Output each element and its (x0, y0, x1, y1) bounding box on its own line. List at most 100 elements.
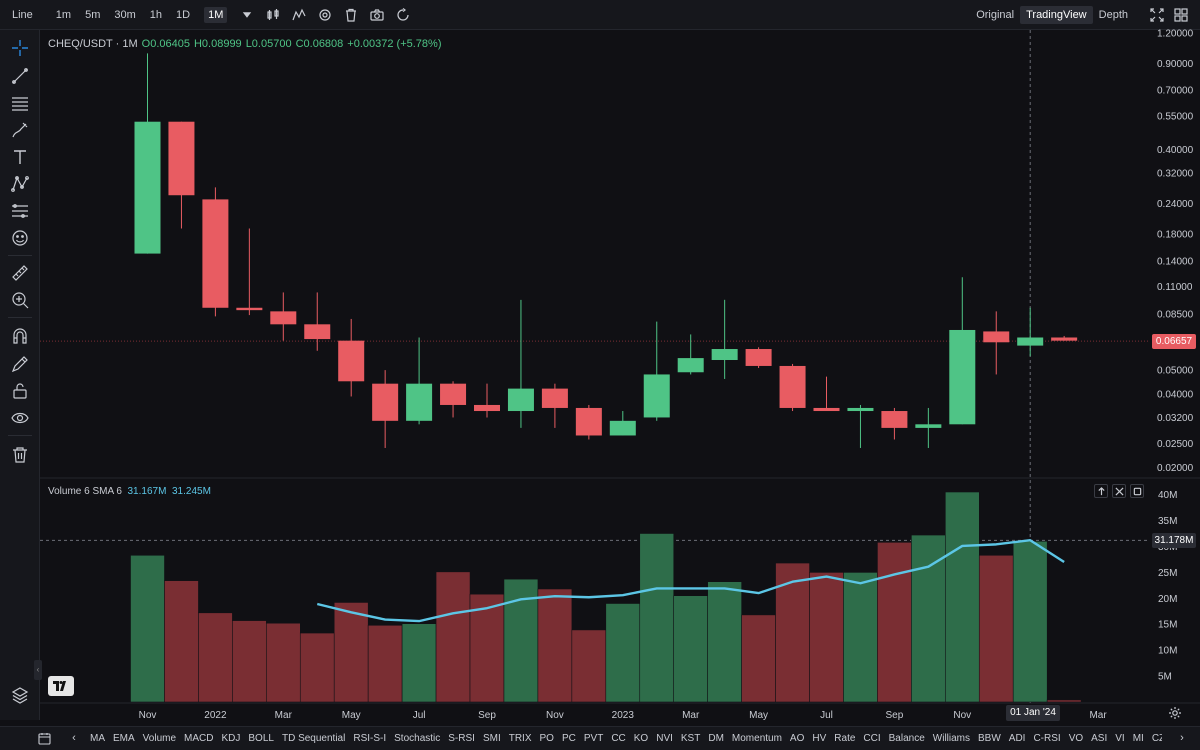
legend-high: H0.08999 (193, 38, 242, 50)
timeframe-1h-button[interactable]: 1h (149, 8, 163, 21)
indicator-3[interactable]: MACD (184, 733, 214, 744)
lock-pencil-icon[interactable] (10, 354, 30, 374)
pane-up-icon[interactable] (1094, 484, 1108, 498)
pane-close-icon[interactable] (1112, 484, 1126, 498)
delete-icon[interactable] (10, 445, 30, 465)
pattern-icon[interactable] (10, 174, 30, 194)
indicator-22[interactable]: HV (812, 733, 827, 744)
lock-icon[interactable] (10, 381, 30, 401)
indicator-28[interactable]: ADI (1008, 733, 1026, 744)
candle-body (168, 121, 195, 196)
volume-tick-label: 5M (1158, 672, 1172, 683)
timeframe-5m-button[interactable]: 5m (85, 8, 101, 21)
magnet-icon[interactable] (10, 327, 30, 347)
view-tradingview-tab[interactable]: TradingView (1020, 6, 1093, 24)
volume-bar (978, 554, 1014, 703)
chart-type-line-button[interactable]: Line (12, 8, 33, 21)
indicator-29[interactable]: C-RSI (1033, 733, 1061, 744)
indicator-34[interactable]: CZ (1151, 733, 1162, 744)
brush-icon[interactable] (10, 120, 30, 140)
collapse-toolbar-button[interactable]: ‹ (34, 660, 42, 680)
ruler-icon[interactable] (10, 263, 30, 283)
indicator-20[interactable]: Momentum (731, 733, 782, 744)
indicator-10[interactable]: SMI (482, 733, 501, 744)
indicator-32[interactable]: VI (1115, 733, 1125, 744)
crosshair-icon[interactable] (10, 38, 30, 58)
price-tick-label: 0.24000 (1157, 199, 1194, 210)
scroll-left-icon[interactable]: ‹ (72, 732, 76, 744)
indicator-5[interactable]: BOLL (248, 733, 274, 744)
indicator-4[interactable]: KDJ (221, 733, 241, 744)
volume-legend-value2: 31.245M (171, 486, 211, 497)
indicator-31[interactable]: ASI (1091, 733, 1108, 744)
indicator-14[interactable]: PVT (583, 733, 604, 744)
price-tick-label: 0.32000 (1157, 169, 1194, 180)
horizontal-lines-icon[interactable] (10, 93, 30, 113)
settings-icon[interactable] (318, 8, 332, 22)
indicator-21[interactable]: AO (789, 733, 805, 744)
indicator-13[interactable]: PC (561, 733, 576, 744)
indicator-26[interactable]: Williams (932, 733, 970, 744)
indicator-8[interactable]: Stochastic (394, 733, 441, 744)
trend-line-icon[interactable] (10, 66, 30, 86)
eye-icon[interactable] (10, 408, 30, 428)
indicator-33[interactable]: MI (1132, 733, 1144, 744)
indicator-30[interactable]: VO (1068, 733, 1084, 744)
timeframe-dropdown-icon[interactable] (240, 8, 254, 22)
candle-body (711, 349, 738, 361)
drawing-toolbar (0, 30, 40, 720)
candle-body (847, 407, 874, 412)
indicator-15[interactable]: CC (611, 733, 626, 744)
volume-sma-line (316, 539, 1065, 623)
layers-icon[interactable] (10, 685, 30, 705)
chart-canvas[interactable]: 1.20000 0.90000 0.70000 0.55000 0.40000 0.320… (0, 0, 1200, 725)
symbol-legend: CHEQ/USDT · 1M O0.06405 H0.08999 L0.0570… (48, 38, 441, 50)
replay-icon[interactable] (396, 7, 410, 22)
candle-body (745, 349, 772, 366)
indicator-12[interactable]: PO (539, 733, 554, 744)
indicator-16[interactable]: KO (633, 733, 649, 744)
indicator-9[interactable]: S-RSI (448, 733, 475, 744)
indicator-0[interactable]: MA (90, 733, 105, 744)
volume-bar (130, 554, 165, 703)
indicators-icon[interactable] (292, 8, 306, 22)
trash-icon[interactable] (344, 8, 358, 22)
timeframe-30m-button[interactable]: 30m (114, 8, 136, 21)
scroll-right-icon[interactable]: › (1180, 732, 1184, 744)
indicator-11[interactable]: TRIX (508, 733, 532, 744)
zoom-in-icon[interactable] (10, 290, 30, 310)
chart-settings-icon[interactable] (1168, 706, 1182, 720)
timeframe-1d-button[interactable]: 1D (176, 8, 191, 21)
volume-legend-label: Volume 6 SMA 6 (48, 486, 122, 497)
volume-tick-label: 20M (1158, 594, 1177, 605)
emoji-icon[interactable] (10, 228, 30, 248)
candles-icon[interactable] (266, 8, 280, 22)
view-original-tab[interactable]: Original (976, 9, 1015, 21)
indicator-17[interactable]: NVI (656, 733, 673, 744)
layout-grid-icon[interactable] (1174, 8, 1188, 22)
indicator-1[interactable]: EMA (113, 733, 135, 744)
view-depth-tab[interactable]: Depth (1098, 9, 1128, 21)
indicator-25[interactable]: Balance (888, 733, 925, 744)
indicator-18[interactable]: KST (680, 733, 701, 744)
fullscreen-icon[interactable] (1150, 8, 1164, 22)
indicator-7[interactable]: RSI-S-I (353, 733, 387, 744)
pane-maximize-icon[interactable] (1130, 484, 1144, 498)
candle-body (338, 340, 365, 382)
volume-bar (469, 593, 505, 703)
fib-levels-icon[interactable] (10, 201, 30, 221)
time-tick-label: Sep (886, 710, 904, 721)
indicator-23[interactable]: Rate (834, 733, 856, 744)
timeframe-1m-button[interactable]: 1m (55, 8, 72, 21)
text-icon[interactable] (10, 147, 30, 167)
indicator-24[interactable]: CCI (863, 733, 881, 744)
indicator-2[interactable]: Volume (142, 733, 177, 744)
volume-bar (605, 603, 641, 703)
indicator-6[interactable]: TD Sequential (281, 733, 346, 744)
camera-icon[interactable] (370, 8, 384, 22)
calendar-icon[interactable] (38, 732, 51, 745)
timeframe-1M-button[interactable]: 1M (197, 0, 234, 30)
indicator-19[interactable]: DM (708, 733, 724, 744)
indicator-27[interactable]: BBW (978, 733, 1001, 744)
candle-body (236, 307, 263, 311)
